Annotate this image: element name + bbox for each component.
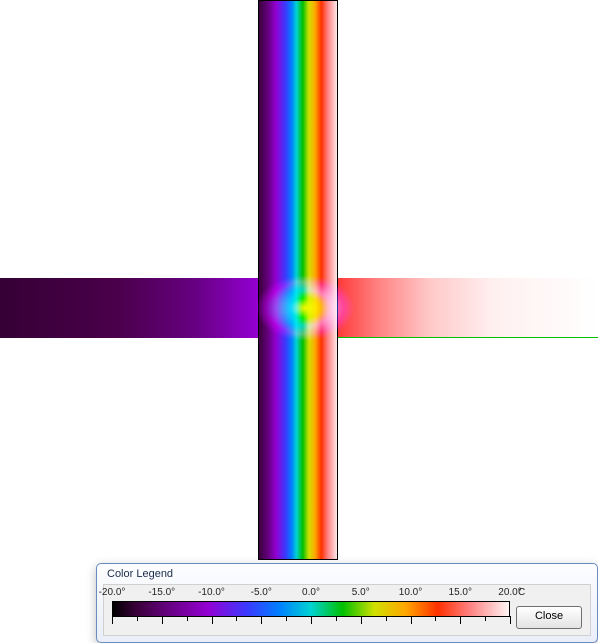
- vertical-bar: [258, 0, 338, 560]
- legend-unit-label: C: [518, 587, 525, 598]
- legend-tick-minor: [187, 616, 188, 621]
- legend-tick-label: 0.0°: [302, 587, 320, 598]
- legend-window-title: Color Legend: [107, 568, 173, 580]
- legend-window: Color Legend -20.0° -15.0° -10.0° -5.0° 0.0°…: [96, 563, 598, 643]
- legend-tick-label: 15.0°: [449, 587, 472, 598]
- legend-tick-major: [510, 616, 511, 624]
- legend-tick-major: [311, 616, 312, 624]
- legend-tick-major: [411, 616, 412, 624]
- legend-ticks: [112, 616, 510, 624]
- legend-tick-label: 10.0°: [399, 587, 422, 598]
- legend-body: -20.0°-15.0°-10.0°-5.0°0.0°5.0°10.0°15.0…: [103, 584, 591, 636]
- legend-tick-major: [460, 616, 461, 624]
- legend-tick-label: -5.0°: [251, 587, 272, 598]
- legend-tick-label: -10.0°: [198, 587, 225, 598]
- hbar-right-fill: [338, 278, 598, 338]
- legend-tick-minor: [286, 616, 287, 621]
- legend-tick-major: [112, 616, 113, 624]
- legend-tick-minor: [236, 616, 237, 621]
- thermal-visualization: [0, 0, 598, 560]
- close-button[interactable]: Close: [516, 606, 582, 629]
- legend-tick-label: 5.0°: [352, 587, 370, 598]
- stage: Color Legend -20.0° -15.0° -10.0° -5.0° 0.0°…: [0, 0, 598, 643]
- legend-tick-label: -20.0°: [99, 587, 126, 598]
- legend-tick-major: [361, 616, 362, 624]
- vbar-fill: [259, 1, 337, 559]
- horizontal-bar-left: [0, 278, 258, 338]
- hbar-left-fill: [0, 278, 258, 338]
- legend-tick-minor: [137, 616, 138, 621]
- legend-tick-minor: [485, 616, 486, 621]
- legend-tick-major: [162, 616, 163, 624]
- legend-tick-minor: [435, 616, 436, 621]
- legend-gradient-bar: [112, 601, 510, 617]
- legend-tick-major: [261, 616, 262, 624]
- legend-scale: -20.0°-15.0°-10.0°-5.0°0.0°5.0°10.0°15.0…: [112, 587, 510, 633]
- horizontal-bar-right: [338, 278, 598, 338]
- legend-tick-minor: [336, 616, 337, 621]
- legend-tick-minor: [386, 616, 387, 621]
- legend-tick-label: -15.0°: [148, 587, 175, 598]
- legend-scale-labels: -20.0°-15.0°-10.0°-5.0°0.0°5.0°10.0°15.0…: [112, 587, 510, 601]
- hbar-right-edge: [338, 337, 598, 338]
- legend-tick-major: [212, 616, 213, 624]
